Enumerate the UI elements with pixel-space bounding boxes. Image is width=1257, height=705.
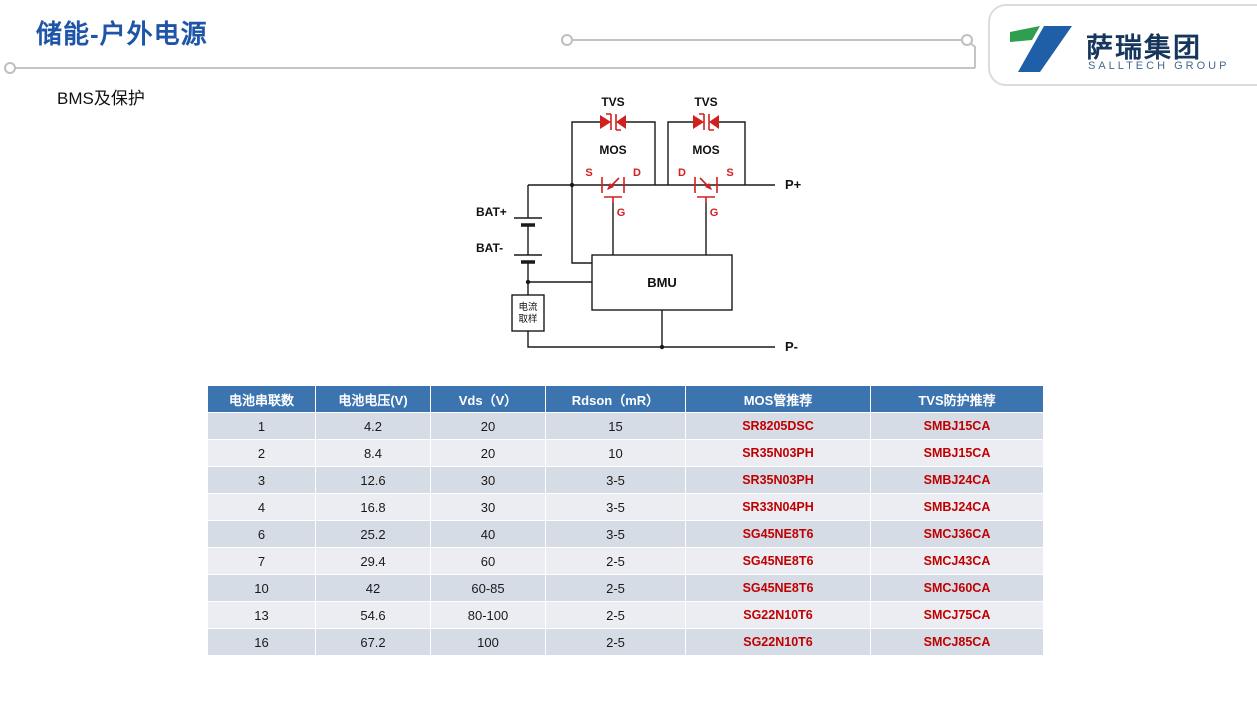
- table-cell: 16.8: [315, 493, 431, 521]
- table-cell: 7: [207, 547, 316, 575]
- table-cell: 2-5: [545, 628, 686, 656]
- table-cell: 10: [207, 574, 316, 602]
- table-cell: SG45NE8T6: [685, 520, 871, 548]
- company-name-en: SALLTECH GROUP: [1088, 60, 1230, 72]
- logo-frame: [988, 4, 1257, 86]
- table-cell: 10: [545, 439, 686, 467]
- table-row: 2 8.4 20 10 SR35N03PH SMBJ15CA: [207, 439, 1044, 467]
- current-sample-label-line1: 电流: [518, 301, 538, 313]
- company-name: 萨瑞集团: [1086, 33, 1202, 63]
- table-cell: SMBJ24CA: [870, 466, 1044, 494]
- table-cell: 20: [430, 412, 546, 440]
- table-cell: SMBJ15CA: [870, 412, 1044, 440]
- p-plus-label: P+: [785, 177, 802, 192]
- table-cell: 2-5: [545, 574, 686, 602]
- table-cell: SMCJ36CA: [870, 520, 1044, 548]
- table-cell: 15: [545, 412, 686, 440]
- table-header-cell: TVS防护推荐: [870, 385, 1044, 413]
- table-cell: SR35N03PH: [685, 466, 871, 494]
- table-cell: SG45NE8T6: [685, 547, 871, 575]
- table-header-cell: Vds（V）: [430, 385, 546, 413]
- table-cell: 3-5: [545, 466, 686, 494]
- table-cell: 16: [207, 628, 316, 656]
- mos-right-drain-label: D: [678, 167, 686, 179]
- table-row: 6 25.2 40 3-5 SG45NE8T6 SMCJ36CA: [207, 520, 1044, 548]
- table-cell: 4: [207, 493, 316, 521]
- table-cell: 80-100: [430, 601, 546, 629]
- mos-right-source-label: S: [726, 167, 733, 179]
- table-cell: SR33N04PH: [685, 493, 871, 521]
- table-cell: 3: [207, 466, 316, 494]
- table-cell: 2-5: [545, 601, 686, 629]
- table-row: 3 12.6 30 3-5 SR35N03PH SMBJ24CA: [207, 466, 1044, 494]
- mos-left-label: MOS: [599, 143, 626, 157]
- mos-right-gate-label: G: [710, 207, 719, 219]
- table-cell: 1: [207, 412, 316, 440]
- company-logo-icon: [1010, 26, 1072, 72]
- table-cell: 54.6: [315, 601, 431, 629]
- logo: 萨瑞集团 SALLTECH GROUP: [1010, 22, 1250, 80]
- section-subtitle: BMS及保护: [57, 89, 145, 108]
- table-cell: 67.2: [315, 628, 431, 656]
- table-cell: 60-85: [430, 574, 546, 602]
- table-cell: 2: [207, 439, 316, 467]
- table-cell: 8.4: [315, 439, 431, 467]
- table-cell: SMBJ24CA: [870, 493, 1044, 521]
- table-cell: 25.2: [315, 520, 431, 548]
- page-title: 储能-户外电源: [36, 19, 208, 49]
- table-cell: SR35N03PH: [685, 439, 871, 467]
- table-cell: 29.4: [315, 547, 431, 575]
- table-row: 10 42 60-85 2-5 SG45NE8T6 SMCJ60CA: [207, 574, 1044, 602]
- table-header-row: 电池串联数 电池电压(V) Vds（V） Rdson（mR） MOS管推荐 TVS防护推荐: [207, 385, 1044, 413]
- mos-left-source-label: S: [585, 167, 592, 179]
- table-body: 1 4.2 20 15 SR8205DSC SMBJ15CA 2 8.4 20 10 SR35N03…: [207, 412, 1044, 656]
- table-cell: SG45NE8T6: [685, 574, 871, 602]
- table-cell: 42: [315, 574, 431, 602]
- table-cell: SG22N10T6: [685, 601, 871, 629]
- tvs-left-label: TVS: [601, 95, 624, 109]
- table-row: 13 54.6 80-100 2-5 SG22N10T6 SMCJ75CA: [207, 601, 1044, 629]
- table-cell: 40: [430, 520, 546, 548]
- bat-minus-label: BAT-: [476, 241, 503, 255]
- table-row: 4 16.8 30 3-5 SR33N04PH SMBJ24CA: [207, 493, 1044, 521]
- current-sample-label-line2: 取样: [518, 313, 537, 325]
- table-header-cell: Rdson（mR）: [545, 385, 686, 413]
- table-wrap: 电池串联数 电池电压(V) Vds（V） Rdson（mR） MOS管推荐 TVS防护推荐…: [207, 385, 1044, 656]
- table-cell: 12.6: [315, 466, 431, 494]
- table-cell: 100: [430, 628, 546, 656]
- table-cell: SMCJ60CA: [870, 574, 1044, 602]
- mos-left-drain-label: D: [633, 167, 641, 179]
- table-cell: SMCJ85CA: [870, 628, 1044, 656]
- mos-right-label: MOS: [692, 143, 719, 157]
- table-cell: SMCJ43CA: [870, 547, 1044, 575]
- table-cell: SR8205DSC: [685, 412, 871, 440]
- table-cell: 3-5: [545, 520, 686, 548]
- table-cell: 2-5: [545, 547, 686, 575]
- circuit-diagram: TVS TVS MOS MOS S D G D S G BAT+ BAT- BM…: [476, 95, 802, 354]
- p-minus-label: P-: [785, 339, 798, 354]
- bmu-label: BMU: [647, 275, 677, 290]
- bat-plus-label: BAT+: [476, 205, 507, 219]
- table-cell: 4.2: [315, 412, 431, 440]
- table-cell: 60: [430, 547, 546, 575]
- table-cell: 13: [207, 601, 316, 629]
- table-cell: SG22N10T6: [685, 628, 871, 656]
- table-row: 1 4.2 20 15 SR8205DSC SMBJ15CA: [207, 412, 1044, 440]
- table-cell: 30: [430, 466, 546, 494]
- spec-table: 电池串联数 电池电压(V) Vds（V） Rdson（mR） MOS管推荐 TVS防护推荐…: [207, 385, 1044, 656]
- table-cell: SMCJ75CA: [870, 601, 1044, 629]
- tvs-right-label: TVS: [694, 95, 717, 109]
- table-cell: SMBJ15CA: [870, 439, 1044, 467]
- table-cell: 6: [207, 520, 316, 548]
- mos-left-gate-label: G: [617, 207, 626, 219]
- table-row: 7 29.4 60 2-5 SG45NE8T6 SMCJ43CA: [207, 547, 1044, 575]
- table-header-cell: 电池电压(V): [315, 385, 431, 413]
- table-header-cell: 电池串联数: [207, 385, 316, 413]
- table-row: 16 67.2 100 2-5 SG22N10T6 SMCJ85CA: [207, 628, 1044, 656]
- table-cell: 30: [430, 493, 546, 521]
- table-cell: 3-5: [545, 493, 686, 521]
- table-header-cell: MOS管推荐: [685, 385, 871, 413]
- table-cell: 20: [430, 439, 546, 467]
